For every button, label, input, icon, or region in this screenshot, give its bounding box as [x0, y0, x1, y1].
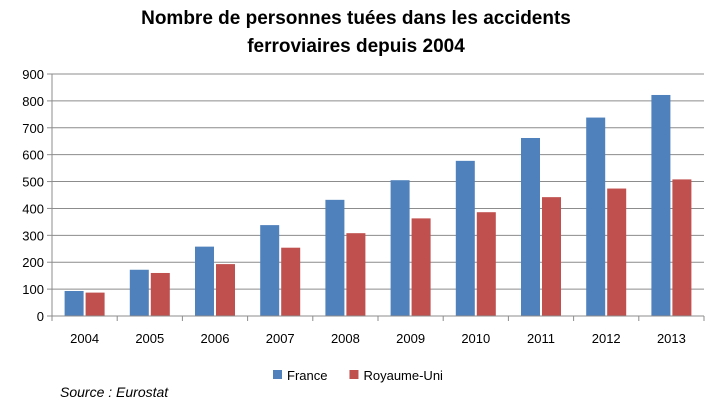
bar-royaume-uni-2004: [85, 292, 105, 316]
bar-france-2008: [325, 199, 345, 316]
x-tick-label: 2009: [396, 331, 425, 346]
x-tick-label: 2011: [527, 331, 555, 346]
bar-france-2013: [651, 94, 671, 317]
x-axis-ticks: 2004 2005 2006 2007 2008 2009 2010 2011 2012 2013: [51, 316, 705, 346]
x-tick-label: 2010: [461, 331, 490, 346]
bar-royaume-uni-2007: [281, 247, 301, 316]
x-tick-label: 2006: [201, 331, 230, 346]
y-tick-label: 800: [22, 94, 44, 109]
chart-title-line-1: Nombre de personnes tuées dans les accid…: [141, 8, 571, 29]
bar-france-2004: [64, 290, 84, 316]
bar-france-2007: [260, 225, 280, 316]
bar-france-2010: [455, 160, 475, 316]
source-note: Source : Eurostat: [60, 384, 169, 400]
y-tick-label: 600: [22, 148, 44, 163]
bar-france-2005: [129, 269, 149, 316]
y-tick-label: 0: [37, 309, 44, 324]
x-tick-label: 2007: [266, 331, 295, 346]
legend-label: Royaume-Uni: [363, 368, 443, 383]
x-tick-label: 2008: [331, 331, 360, 346]
legend-swatch: [273, 370, 282, 379]
y-tick-label: 900: [22, 67, 44, 82]
legend-label: France: [287, 368, 327, 383]
bar-royaume-uni-2009: [411, 218, 431, 316]
y-tick-label: 300: [22, 228, 44, 243]
legend: France Royaume-Uni: [273, 368, 443, 383]
legend-swatch: [349, 370, 359, 379]
bar-royaume-uni-2006: [216, 264, 235, 316]
y-tick-label: 400: [22, 201, 44, 216]
y-tick-label: 500: [22, 175, 44, 190]
bar-france-2012: [586, 117, 606, 316]
bar-royaume-uni-2013: [672, 179, 692, 316]
x-tick-label: 2005: [135, 331, 164, 346]
bar-france-2006: [195, 246, 214, 316]
bar-royaume-uni-2008: [346, 233, 366, 316]
y-tick-label: 100: [22, 282, 44, 297]
x-tick-label: 2012: [592, 331, 621, 346]
y-tick-label: 700: [22, 121, 44, 136]
y-axis-ticks: 0 100 200 300 400 500 600 700 800 900: [22, 67, 52, 324]
bar-royaume-uni-2011: [542, 197, 561, 316]
x-tick-label: 2013: [657, 331, 686, 346]
bar-royaume-uni-2005: [150, 272, 170, 316]
x-axis: [51, 74, 704, 317]
y-tick-label: 200: [22, 255, 44, 270]
bar-france-2009: [390, 180, 410, 316]
bar-france-2011: [521, 137, 540, 316]
bars: [64, 94, 692, 317]
x-tick-label: 2004: [70, 331, 99, 346]
bar-royaume-uni-2012: [607, 188, 627, 316]
gridlines: [52, 73, 704, 290]
chart-title-line-2: ferroviaires depuis 2004: [247, 36, 465, 57]
bar-royaume-uni-2010: [476, 212, 496, 316]
